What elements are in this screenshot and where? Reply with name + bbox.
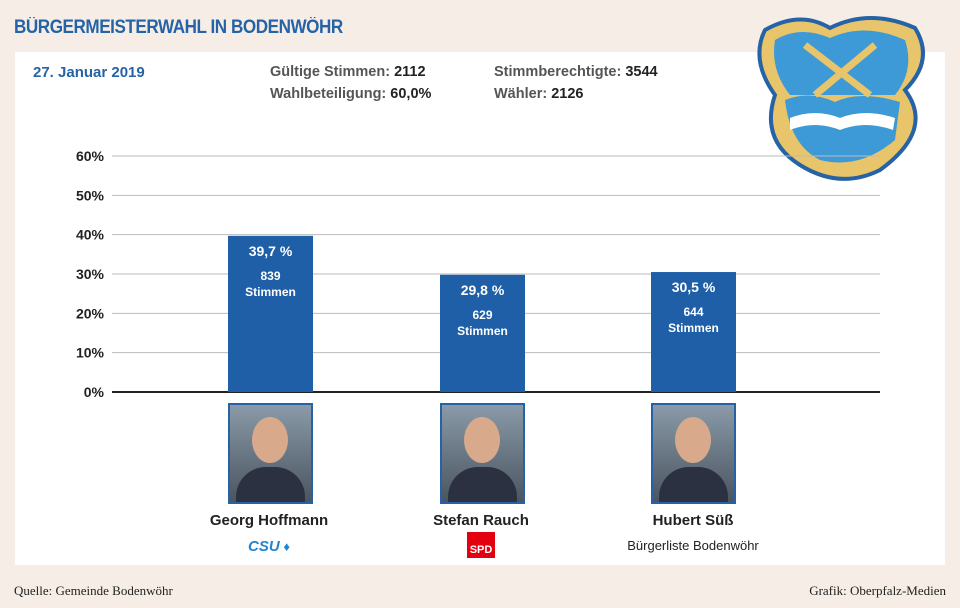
bar-votes-unit: Stimmen	[245, 285, 296, 299]
y-tick-label: 40%	[76, 227, 105, 243]
bar-votes-label: 839	[260, 269, 280, 283]
candidate-photo	[651, 403, 736, 504]
bar-votes-unit: Stimmen	[457, 324, 508, 338]
bar-votes-label: 644	[683, 305, 703, 319]
candidate-photo	[440, 403, 525, 504]
y-tick-label: 50%	[76, 187, 105, 203]
candidate-photo	[228, 403, 313, 504]
bar	[651, 272, 736, 392]
election-date: 27. Januar 2019	[33, 64, 145, 81]
page-title: BÜRGERMEISTERWAHL IN BODENWÖHR	[14, 17, 343, 38]
bar-value-label: 39,7 %	[249, 243, 293, 259]
candidate-name: Hubert Süß	[652, 512, 734, 529]
candidate-name: Stefan Rauch	[433, 512, 529, 529]
candidate-party: Bürgerliste Bodenwöhr	[627, 538, 759, 553]
coat-of-arms-icon	[757, 16, 925, 181]
source-note: Quelle: Gemeinde Bodenwöhr	[14, 583, 173, 598]
spd-logo: SPD	[381, 532, 581, 558]
y-tick-label: 60%	[76, 148, 105, 164]
bar-value-label: 29,8 %	[461, 282, 505, 298]
credit-note: Grafik: Oberpfalz-Medien	[809, 583, 946, 598]
y-tick-label: 20%	[76, 305, 105, 321]
y-tick-label: 30%	[76, 266, 105, 282]
stat-turnout: Wahlbeteiligung: 60,0%	[270, 86, 432, 102]
stat-valid-votes: Gültige Stimmen: 2112	[270, 64, 426, 80]
csu-logo: CSU ♦	[248, 538, 290, 555]
y-tick-label: 0%	[84, 384, 105, 400]
candidate-name: Georg Hoffmann	[209, 512, 329, 529]
y-tick-label: 10%	[76, 345, 105, 361]
bar-votes-unit: Stimmen	[668, 321, 719, 335]
stat-voters: Wähler: 2126	[494, 86, 584, 102]
bar-value-label: 30,5 %	[672, 279, 716, 295]
stat-eligible: Stimmberechtigte: 3544	[494, 64, 658, 80]
bar	[440, 274, 525, 392]
bar	[228, 235, 313, 392]
bar-votes-label: 629	[472, 308, 492, 322]
